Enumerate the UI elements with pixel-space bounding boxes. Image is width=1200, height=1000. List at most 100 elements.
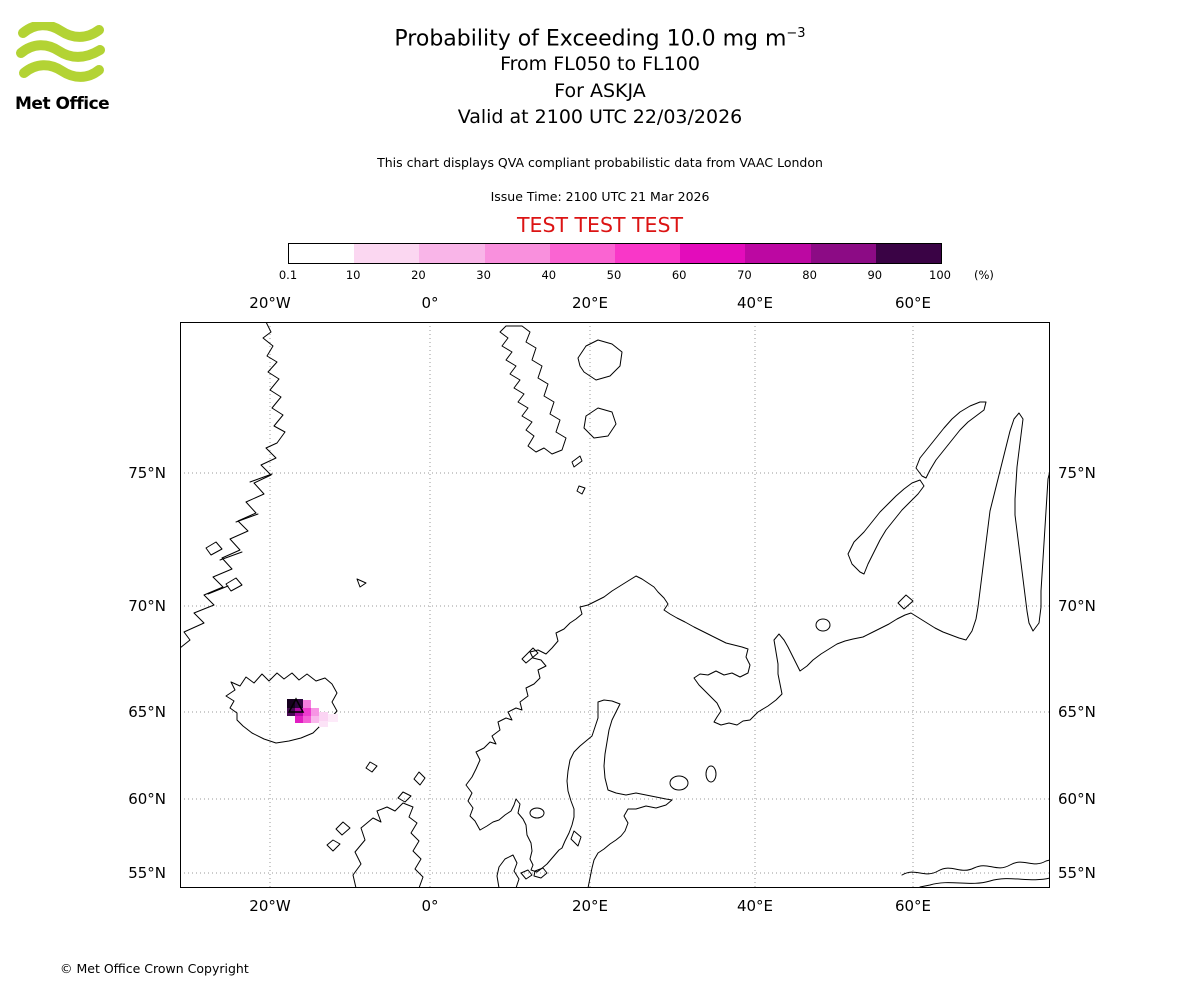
- colorbar-segment: [745, 244, 811, 263]
- coastline-greenland: [179, 321, 286, 649]
- colorbar-tick: 100: [929, 268, 951, 282]
- coastline-norway-russia: [465, 412, 1051, 831]
- coastline-gotland: [570, 830, 582, 847]
- lon-label: 20°W: [249, 897, 291, 915]
- coastline-spitsbergen: [499, 325, 567, 455]
- lat-labels-left: 75°N 70°N 65°N 60°N 55°N: [0, 0, 172, 1000]
- colorbar-segment: [680, 244, 746, 263]
- coastline-nordaustlandet: [577, 339, 623, 381]
- header: Probability of Exceeding 10.0 mg m−3 Fro…: [0, 26, 1200, 237]
- ash-plume-cell: [311, 716, 319, 723]
- subtitle-valid-time: Valid at 2100 UTC 22/03/2026: [457, 106, 743, 129]
- lake-onega: [705, 765, 717, 783]
- lon-label: 20°E: [571, 897, 609, 915]
- ash-plume-cell: [303, 716, 311, 723]
- subtitle-volcano: For ASKJA: [554, 79, 646, 102]
- colorbar-segment: [289, 244, 355, 263]
- colorbar-segment: [875, 244, 942, 263]
- coastline-orkney: [397, 791, 412, 803]
- lon-label: 60°E: [894, 897, 932, 915]
- coastline-novaya-zemlya-north: [915, 401, 987, 479]
- coastline-vaygach: [897, 594, 914, 610]
- volcano-marker: [287, 697, 305, 713]
- coastline-hopen: [571, 455, 583, 468]
- colorbar-tick: 30: [476, 268, 491, 282]
- lat-label: 55°N: [1058, 864, 1096, 882]
- lat-label: 55°N: [128, 864, 166, 882]
- ash-plume-cell: [287, 699, 295, 708]
- coastline-kolguyev: [815, 618, 831, 632]
- ash-plume: [287, 699, 338, 727]
- lake-vanern: [529, 807, 545, 819]
- map: [179, 321, 1051, 889]
- coastline-bear-island: [576, 485, 586, 495]
- coastline-jan-mayen: [356, 578, 367, 588]
- map-svg: [179, 321, 1051, 889]
- colorbar-segment: [810, 244, 876, 263]
- subtitle-flight-levels: From FL050 to FL100: [500, 53, 700, 76]
- met-office-logo-waves: [16, 20, 105, 82]
- colorbar-tick: 40: [541, 268, 557, 282]
- colorbar-tick: 70: [737, 268, 752, 282]
- colorbar-tick: 20: [411, 268, 426, 282]
- colorbar-ticks: 0.1 10 20 30 40 50 60 70 80 90 100 (%): [279, 268, 1048, 284]
- lon-labels-bottom: 20°W 0° 20°E 40°E 60°E: [0, 897, 1200, 917]
- lon-label: 20°W: [249, 294, 291, 312]
- coastline-baltic: [479, 699, 673, 889]
- ash-plume-cell: [303, 700, 311, 708]
- logo-brand-text: Met Office: [15, 94, 110, 114]
- copyright-text: © Met Office Crown Copyright: [60, 961, 249, 976]
- colorbar-segment: [484, 244, 550, 263]
- ash-plume-cell: [319, 712, 328, 721]
- lat-label: 75°N: [128, 464, 166, 482]
- page-title: Probability of Exceeding 10.0 mg m−3: [394, 26, 806, 52]
- coastline-faroe: [365, 761, 378, 773]
- colorbar-segment: [615, 244, 681, 263]
- ash-plume-cell: [303, 708, 311, 716]
- map-border: [180, 322, 1050, 888]
- colorbar-segment: [549, 244, 616, 263]
- coastline-iceland: [225, 672, 338, 744]
- qva-note: This chart displays QVA compliant probab…: [377, 154, 823, 170]
- lat-label: 60°N: [1058, 790, 1096, 808]
- lon-label: 0°: [421, 294, 439, 312]
- coastlines: [179, 321, 1051, 889]
- colorbar: [288, 243, 942, 264]
- lat-label: 65°N: [128, 703, 166, 721]
- coastline-hebrides: [326, 821, 351, 852]
- lat-label: 70°N: [128, 597, 166, 615]
- colorbar-tick: 80: [802, 268, 817, 282]
- coastline-greenland-fjords: [207, 473, 273, 595]
- coastline-shetland: [413, 771, 426, 786]
- colorbar-tick: 90: [867, 268, 883, 282]
- lon-label: 60°E: [894, 294, 932, 312]
- colorbar-unit: (%): [974, 268, 994, 282]
- lat-label: 65°N: [1058, 703, 1096, 721]
- coastline-edgeoya: [583, 407, 617, 439]
- colorbar-tick: 10: [345, 268, 361, 282]
- lake-ladoga: [669, 775, 689, 791]
- logo-wave: [18, 20, 104, 42]
- colorbar-segment: [419, 244, 485, 263]
- issue-time: Issue Time: 2100 UTC 21 Mar 2026: [490, 188, 710, 204]
- colorbar-tick: 60: [671, 268, 687, 282]
- logo-wave: [19, 60, 104, 82]
- ash-plume-cell: [295, 716, 303, 723]
- coastline-scotland: [352, 802, 424, 889]
- lat-label: 70°N: [1058, 597, 1096, 615]
- ash-plume-cell: [328, 714, 338, 722]
- lon-label: 40°E: [736, 897, 774, 915]
- river-ob: [901, 859, 1051, 888]
- title-exponent: −3: [786, 26, 806, 41]
- logo-wave: [16, 40, 105, 62]
- test-banner: TEST TEST TEST: [516, 212, 684, 237]
- ash-plume-cell: [319, 721, 328, 727]
- coastline-lofoten: [521, 647, 539, 664]
- lat-label: 75°N: [1058, 464, 1096, 482]
- colorbar-tick: 50: [606, 268, 622, 282]
- coastline-greenland-islands: [205, 541, 243, 592]
- colorbar-segment: [354, 244, 420, 263]
- lon-labels-top: 20°W 0° 20°E 40°E 60°E: [0, 294, 1200, 314]
- coastline-novaya-zemlya-south: [847, 479, 925, 575]
- lat-labels-right: 75°N 70°N 65°N 60°N 55°N: [1058, 0, 1138, 1000]
